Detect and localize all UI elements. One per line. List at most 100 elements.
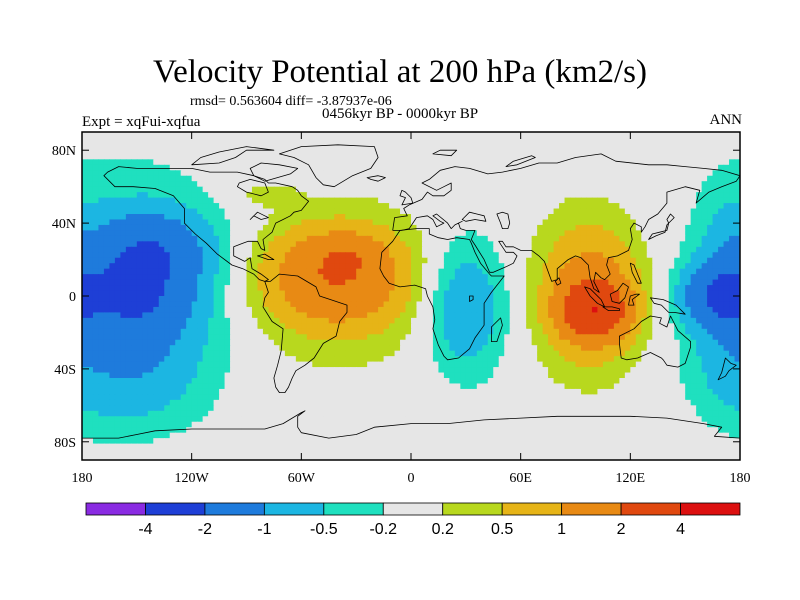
field-cell (679, 350, 686, 357)
field-cell (191, 290, 198, 297)
field-cell (734, 241, 740, 248)
field-cell (427, 296, 434, 303)
field-cell (465, 345, 472, 352)
field-cell (405, 197, 412, 204)
field-cell (109, 328, 116, 335)
field-cell (602, 142, 609, 149)
field-cell (411, 230, 418, 237)
field-cell (334, 301, 341, 308)
field-cell (432, 306, 440, 313)
field-cell (328, 224, 335, 231)
field-cell (350, 323, 357, 330)
field-cell (147, 306, 154, 313)
field-cell (685, 285, 692, 292)
field-cell (553, 197, 560, 204)
field-cell (635, 301, 642, 308)
field-cell (246, 230, 253, 237)
field-cell (224, 268, 231, 275)
field-cell (241, 230, 248, 237)
field-cell (262, 339, 270, 346)
field-cell (114, 159, 121, 166)
field-cell (559, 197, 566, 204)
field-cell (186, 345, 193, 352)
field-cell (608, 159, 615, 166)
field-cell (400, 208, 407, 215)
field-cell (230, 257, 237, 264)
field-cell (306, 274, 313, 281)
field-cell (372, 285, 379, 292)
field-cell (674, 268, 681, 275)
field-cell (92, 214, 100, 221)
field-cell (197, 197, 204, 204)
field-cell (92, 170, 100, 177)
field-cell (268, 252, 275, 259)
field-cell (125, 148, 132, 155)
field-cell (246, 257, 253, 264)
field-cell (350, 252, 357, 259)
field-cell (197, 230, 204, 237)
field-cell (317, 323, 324, 330)
field-cell (284, 192, 291, 199)
field-cell (575, 186, 582, 193)
field-cell (262, 148, 270, 155)
field-cell (476, 224, 483, 231)
field-cell (114, 296, 121, 303)
field-cell (251, 164, 259, 171)
field-cell (306, 252, 313, 259)
field-cell (498, 263, 505, 270)
field-cell (235, 334, 242, 341)
field-cell (339, 296, 346, 303)
field-cell (679, 285, 686, 292)
field-cell (153, 208, 160, 215)
field-cell (317, 252, 324, 259)
field-cell (559, 257, 566, 264)
field-cell (526, 142, 533, 149)
field-cell (87, 317, 94, 324)
field-cell (526, 164, 533, 171)
field-cell (147, 328, 154, 335)
field-cell (367, 279, 374, 286)
field-cell (323, 230, 330, 237)
field-cell (460, 290, 467, 297)
field-cell (317, 339, 324, 346)
field-cell (334, 350, 341, 357)
field-cell (619, 153, 626, 160)
field-cell (202, 274, 209, 281)
field-cell (553, 142, 560, 149)
field-cell (608, 339, 615, 346)
field-cell (295, 142, 302, 149)
field-cell (191, 153, 198, 160)
field-cell (356, 290, 363, 297)
field-cell (630, 203, 637, 210)
field-cell (438, 197, 445, 204)
field-cell (202, 268, 209, 275)
field-cell (718, 301, 725, 308)
field-cell (438, 142, 445, 149)
field-cell (591, 197, 599, 204)
field-cell (136, 339, 143, 346)
field-cell (570, 197, 577, 204)
field-cell (526, 224, 533, 231)
field-cell (87, 235, 94, 242)
field-cell (707, 214, 714, 221)
field-cell (443, 323, 450, 330)
field-cell (690, 230, 697, 237)
field-cell (251, 203, 259, 210)
field-cell (273, 339, 280, 346)
field-cell (438, 203, 445, 210)
field-cell (208, 339, 215, 346)
field-cell (602, 153, 609, 160)
field-cell (334, 153, 341, 160)
field-cell (301, 285, 308, 292)
field-cell (400, 257, 407, 264)
field-cell (454, 142, 461, 149)
field-cell (186, 339, 193, 346)
field-cell (230, 219, 237, 226)
field-cell (378, 159, 385, 166)
field-cell (87, 214, 94, 221)
field-cell (180, 142, 187, 149)
field-cell (679, 235, 686, 242)
field-cell (273, 164, 280, 171)
field-cell (306, 181, 313, 188)
field-cell (164, 312, 171, 319)
